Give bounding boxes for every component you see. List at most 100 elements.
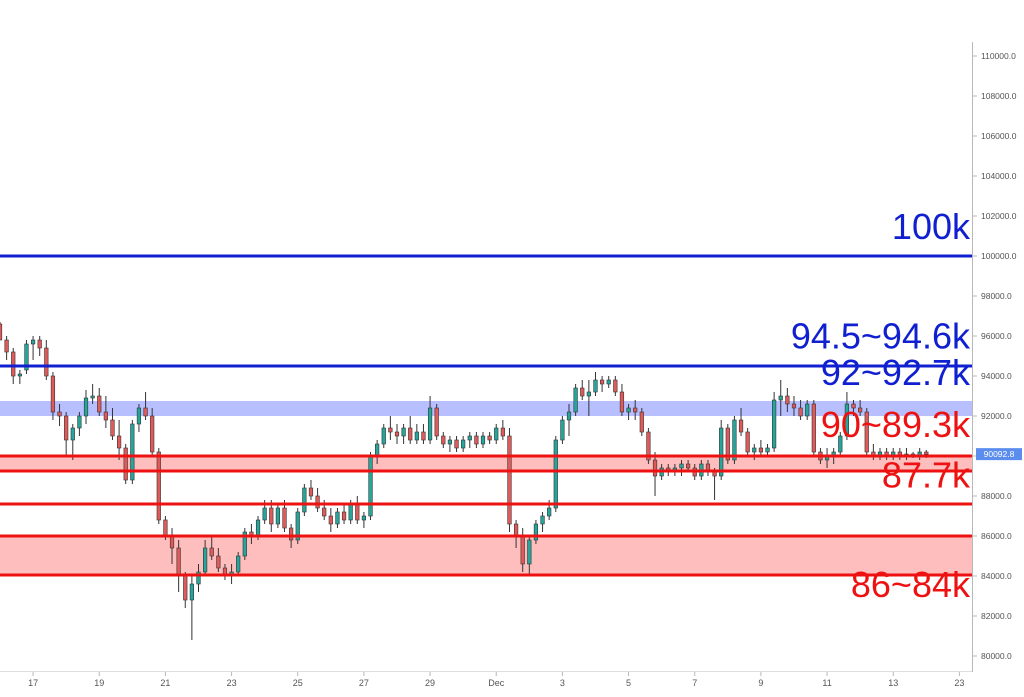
candle: [388, 416, 393, 440]
y-tick-label: 100000.0: [981, 251, 1017, 261]
candle-body: [599, 379, 605, 385]
zone-84-86k: [0, 536, 972, 575]
candle: [110, 408, 115, 440]
candle-body: [593, 379, 598, 393]
candle-body: [626, 407, 631, 413]
candle-body: [772, 399, 777, 449]
candle: [494, 424, 499, 444]
candle-body: [811, 403, 816, 453]
candle-body: [368, 455, 373, 517]
candle-body: [547, 507, 552, 517]
candle: [103, 396, 108, 428]
candle: [851, 400, 856, 416]
y-tick-label: 104000.0: [981, 171, 1017, 181]
candle: [24, 340, 29, 374]
candle-body: [57, 411, 62, 417]
candle-body: [375, 443, 380, 457]
candle-body: [196, 571, 201, 585]
candle-body: [580, 387, 585, 397]
candle-body: [447, 439, 453, 445]
y-tick-label: 98000.0: [981, 291, 1012, 301]
candle-body: [513, 523, 519, 537]
candle: [203, 540, 208, 576]
candle: [527, 536, 532, 576]
candle-body: [500, 427, 505, 437]
candle: [441, 432, 446, 448]
candle: [778, 380, 783, 416]
candle: [414, 424, 419, 444]
candle: [361, 512, 367, 528]
x-tick-label: 29: [425, 678, 435, 688]
candle-body: [805, 403, 810, 417]
candle: [566, 404, 572, 436]
x-tick-label: 27: [359, 678, 369, 688]
candle: [745, 428, 750, 456]
candle: [467, 432, 472, 448]
candle-body: [163, 519, 168, 537]
candle-body: [527, 539, 532, 565]
candle-body: [540, 515, 545, 525]
candle-body: [394, 431, 400, 437]
x-tick-label: 5: [626, 678, 631, 688]
candle-body: [652, 459, 658, 477]
candle: [599, 376, 605, 392]
candle-body: [355, 503, 360, 521]
x-tick-label: 25: [293, 678, 303, 688]
candle: [844, 392, 850, 440]
candle-body: [189, 583, 194, 601]
candle: [64, 412, 69, 456]
candle-body: [566, 411, 572, 421]
candle-body: [295, 511, 300, 541]
y-tick-label: 102000.0: [981, 211, 1017, 221]
candle: [791, 396, 797, 416]
candle-body: [269, 507, 274, 525]
candle-body: [520, 535, 525, 565]
candle: [77, 412, 82, 436]
x-axis[interactable]: 17 19 21 23 25 27 29 Dec 3 5 7 9 11 13 23: [28, 672, 964, 688]
candle: [785, 388, 790, 412]
candle-body: [150, 415, 155, 453]
y-axis[interactable]: 80000.082000.084000.086000.088000.090000…: [972, 51, 1017, 661]
y-tick-label: 86000.0: [981, 531, 1012, 541]
candle: [619, 384, 625, 416]
candle-body: [302, 487, 307, 513]
candle: [236, 552, 241, 576]
candle: [864, 408, 869, 456]
y-tick-label: 108000.0: [981, 91, 1017, 101]
candle: [189, 576, 194, 640]
y-tick-label: 80000.0: [981, 651, 1012, 661]
x-tick-label: Dec: [488, 678, 505, 688]
candle-body: [315, 495, 320, 509]
label-87-7k: 87.7k: [882, 454, 971, 495]
candle-body: [308, 487, 314, 497]
candle-body: [70, 427, 75, 441]
candle: [454, 436, 459, 452]
candle-body: [143, 407, 148, 417]
candle-body: [169, 535, 175, 549]
candle-body: [427, 407, 433, 441]
candle: [0, 322, 3, 341]
candle-body: [255, 519, 261, 537]
candle-body: [461, 439, 466, 449]
candle-body: [732, 419, 737, 461]
y-tick-label: 94000.0: [981, 371, 1012, 381]
candle-body: [765, 447, 770, 453]
candle: [302, 484, 307, 516]
y-tick-label: 96000.0: [981, 331, 1012, 341]
candle-body: [619, 391, 625, 413]
candle-body: [0, 323, 3, 341]
candle: [381, 424, 386, 448]
candle-body: [17, 373, 22, 377]
candle-body: [414, 431, 419, 441]
x-tick-label: 23: [954, 678, 964, 688]
x-tick-label: 21: [160, 678, 170, 688]
candle-body: [613, 379, 618, 393]
candle: [143, 392, 148, 420]
candle-body: [434, 407, 439, 437]
candle: [633, 400, 638, 420]
y-tick-label: 92000.0: [981, 411, 1012, 421]
candle: [447, 436, 453, 452]
candle: [83, 390, 89, 424]
candle: [858, 400, 863, 416]
